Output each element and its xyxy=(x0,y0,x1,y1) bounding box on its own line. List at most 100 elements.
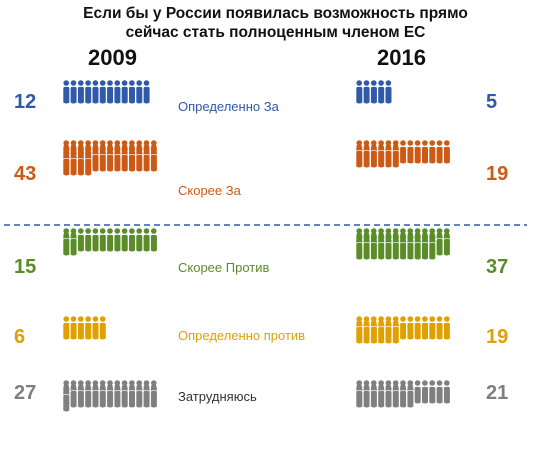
pictogram-rather-for-2009 xyxy=(62,140,158,177)
person-icon xyxy=(377,144,385,169)
person-icon xyxy=(421,236,429,261)
person-icon xyxy=(377,384,385,409)
person-icon xyxy=(70,152,78,177)
pictogram-definitely-against-2016 xyxy=(355,316,451,345)
person-icon xyxy=(62,152,70,177)
person-icon xyxy=(399,236,407,261)
pictogram-rather-against-2016 xyxy=(355,228,451,261)
category-label-rather-against: Скорее Против xyxy=(178,260,270,275)
value-2016-hard-to-say: 21 xyxy=(486,382,509,404)
person-icon xyxy=(414,236,422,261)
pictogram-definitely-against-2009 xyxy=(62,316,107,341)
person-icon xyxy=(436,232,444,257)
pictogram-definitely-for-2009 xyxy=(62,80,151,105)
pictogram-definitely-for-2016 xyxy=(355,80,393,105)
person-icon xyxy=(150,384,158,409)
person-icon xyxy=(77,228,85,253)
value-2009-definitely-for: 12 xyxy=(14,91,37,113)
category-label-definitely-for: Определенно За xyxy=(178,99,279,114)
chart-title: Если бы у России появилась возможность п… xyxy=(0,4,551,42)
person-icon xyxy=(91,148,100,173)
person-icon xyxy=(62,232,70,257)
person-icon xyxy=(384,80,393,105)
person-icon xyxy=(84,316,92,341)
person-icon xyxy=(135,228,143,253)
person-icon xyxy=(135,384,143,409)
person-icon xyxy=(99,148,107,173)
person-icon xyxy=(128,384,136,409)
person-icon xyxy=(77,384,85,409)
person-icon xyxy=(135,80,143,105)
person-icon xyxy=(84,384,92,409)
person-icon xyxy=(113,148,121,173)
person-icon xyxy=(355,80,363,105)
value-2009-hard-to-say: 27 xyxy=(14,382,37,404)
person-icon xyxy=(421,380,429,405)
person-icon xyxy=(91,228,100,253)
person-icon xyxy=(128,228,136,253)
person-icon xyxy=(143,148,151,173)
person-icon xyxy=(392,320,400,345)
person-icon xyxy=(99,80,107,105)
pictogram-hard-to-say-2016 xyxy=(355,380,451,409)
person-icon xyxy=(399,316,407,341)
person-icon xyxy=(150,228,158,253)
person-icon xyxy=(406,140,414,165)
person-icon xyxy=(84,152,92,177)
person-icon xyxy=(143,384,151,409)
value-2009-rather-for: 43 xyxy=(14,163,37,185)
person-icon xyxy=(428,316,436,341)
person-icon xyxy=(128,148,136,173)
person-icon xyxy=(377,236,385,261)
category-label-definitely-against: Определенно против xyxy=(178,328,306,343)
person-icon xyxy=(77,152,85,177)
person-icon xyxy=(121,228,129,253)
person-icon xyxy=(377,320,385,345)
person-icon xyxy=(443,140,451,165)
person-icon xyxy=(392,236,400,261)
person-icon xyxy=(62,316,70,341)
person-icon xyxy=(143,80,151,105)
person-icon xyxy=(355,144,363,169)
person-icon xyxy=(143,228,151,253)
title-line-2: сейчас стать полноценным членом ЕС xyxy=(125,24,426,41)
person-icon xyxy=(121,384,129,409)
value-2009-definitely-against: 6 xyxy=(14,326,26,348)
person-icon xyxy=(414,380,422,405)
person-icon xyxy=(384,236,393,261)
person-icon xyxy=(84,80,92,105)
person-icon xyxy=(370,384,378,409)
person-icon xyxy=(91,316,100,341)
person-icon xyxy=(436,140,444,165)
person-icon xyxy=(406,384,414,409)
person-icon xyxy=(370,320,378,345)
person-icon xyxy=(414,140,422,165)
person-icon xyxy=(106,384,114,409)
person-icon xyxy=(135,148,143,173)
year-label-2016: 2016 xyxy=(377,45,426,70)
person-icon xyxy=(436,380,444,405)
person-icon xyxy=(106,148,114,173)
person-icon xyxy=(355,320,363,345)
person-icon xyxy=(363,144,371,169)
person-icon xyxy=(428,380,436,405)
person-icon xyxy=(384,320,393,345)
person-icon xyxy=(355,236,363,261)
person-icon xyxy=(355,384,363,409)
person-icon xyxy=(406,316,414,341)
person-icon xyxy=(399,384,407,409)
person-icon xyxy=(77,80,85,105)
person-icon xyxy=(99,384,107,409)
person-icon xyxy=(62,388,70,413)
pictogram-hard-to-say-2009 xyxy=(62,380,158,413)
category-label-hard-to-say: Затрудняюсь xyxy=(178,389,257,404)
person-icon xyxy=(363,384,371,409)
person-icon xyxy=(70,316,78,341)
person-icon xyxy=(421,316,429,341)
person-icon xyxy=(70,80,78,105)
person-icon xyxy=(363,320,371,345)
person-icon xyxy=(399,140,407,165)
value-2016-definitely-against: 19 xyxy=(486,326,509,348)
person-icon xyxy=(363,236,371,261)
